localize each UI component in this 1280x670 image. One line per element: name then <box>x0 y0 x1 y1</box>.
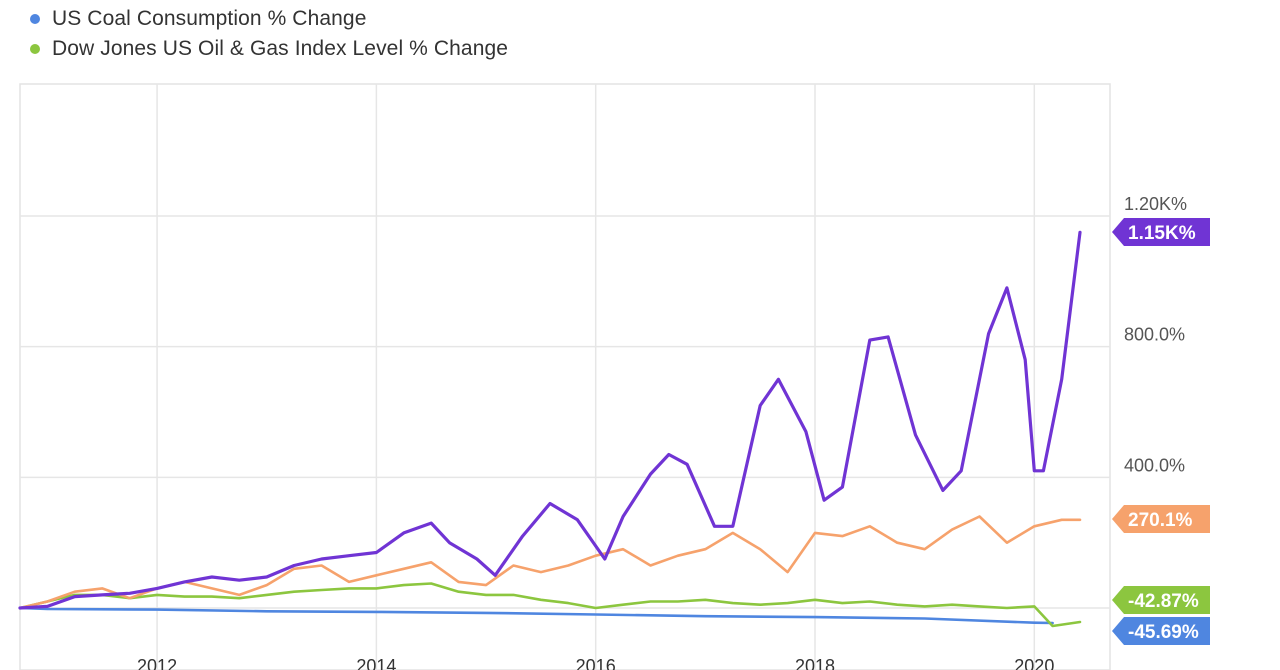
end-value-flag-0: 1.15K% <box>1112 218 1210 246</box>
end-value-flag-bg <box>1112 586 1210 614</box>
end-value-flag-2: -42.87% <box>1112 586 1210 614</box>
end-value-flag-bg <box>1112 505 1210 533</box>
grid <box>19 83 1111 670</box>
series-line-2 <box>18 582 1082 628</box>
y-axis-ticks: 400.0% 800.0% 1.20K% <box>1124 194 1187 475</box>
legend-marker-oil-gas <box>30 44 40 54</box>
end-value-label: 1.15K% <box>1128 223 1196 244</box>
x-tick-label: 2014 <box>356 656 396 670</box>
legend-marker-coal <box>30 14 40 24</box>
plot-frame <box>19 83 1111 670</box>
x-axis-ticks: 2012 2014 2016 2018 2020 <box>137 656 1054 670</box>
end-value-flag-bg <box>1112 617 1210 645</box>
legend-item-oil-gas[interactable]: Dow Jones US Oil & Gas Index Level % Cha… <box>30 34 508 64</box>
x-tick-label: 2016 <box>576 656 616 670</box>
end-value-labels: 1.15K% 270.1% -42.87% -45.69% <box>1112 218 1210 645</box>
series-layer <box>18 230 1082 628</box>
end-value-label: -42.87% <box>1128 591 1199 612</box>
series-line-3 <box>18 606 1054 625</box>
end-value-flag-1: 270.1% <box>1112 505 1210 533</box>
legend-label-oil-gas: Dow Jones US Oil & Gas Index Level % Cha… <box>52 37 509 60</box>
series-line-1 <box>18 515 1082 610</box>
end-value-flag-3: -45.69% <box>1112 617 1210 645</box>
x-tick-label: 2018 <box>795 656 835 670</box>
legend-item-coal[interactable]: US Coal Consumption % Change <box>30 4 508 34</box>
x-tick-label: 2020 <box>1014 656 1054 670</box>
legend: US Coal Consumption % Change Dow Jones U… <box>30 4 508 64</box>
end-value-flag-bg <box>1112 218 1210 246</box>
y-tick-label: 1.20K% <box>1124 194 1187 214</box>
x-tick-label: 2012 <box>137 656 177 670</box>
y-tick-label: 400.0% <box>1124 455 1185 475</box>
end-value-label: 270.1% <box>1128 510 1193 531</box>
legend-label-coal: US Coal Consumption % Change <box>52 7 367 30</box>
y-tick-label: 800.0% <box>1124 325 1185 345</box>
end-value-label: -45.69% <box>1128 622 1199 643</box>
series-line-0 <box>18 230 1082 610</box>
